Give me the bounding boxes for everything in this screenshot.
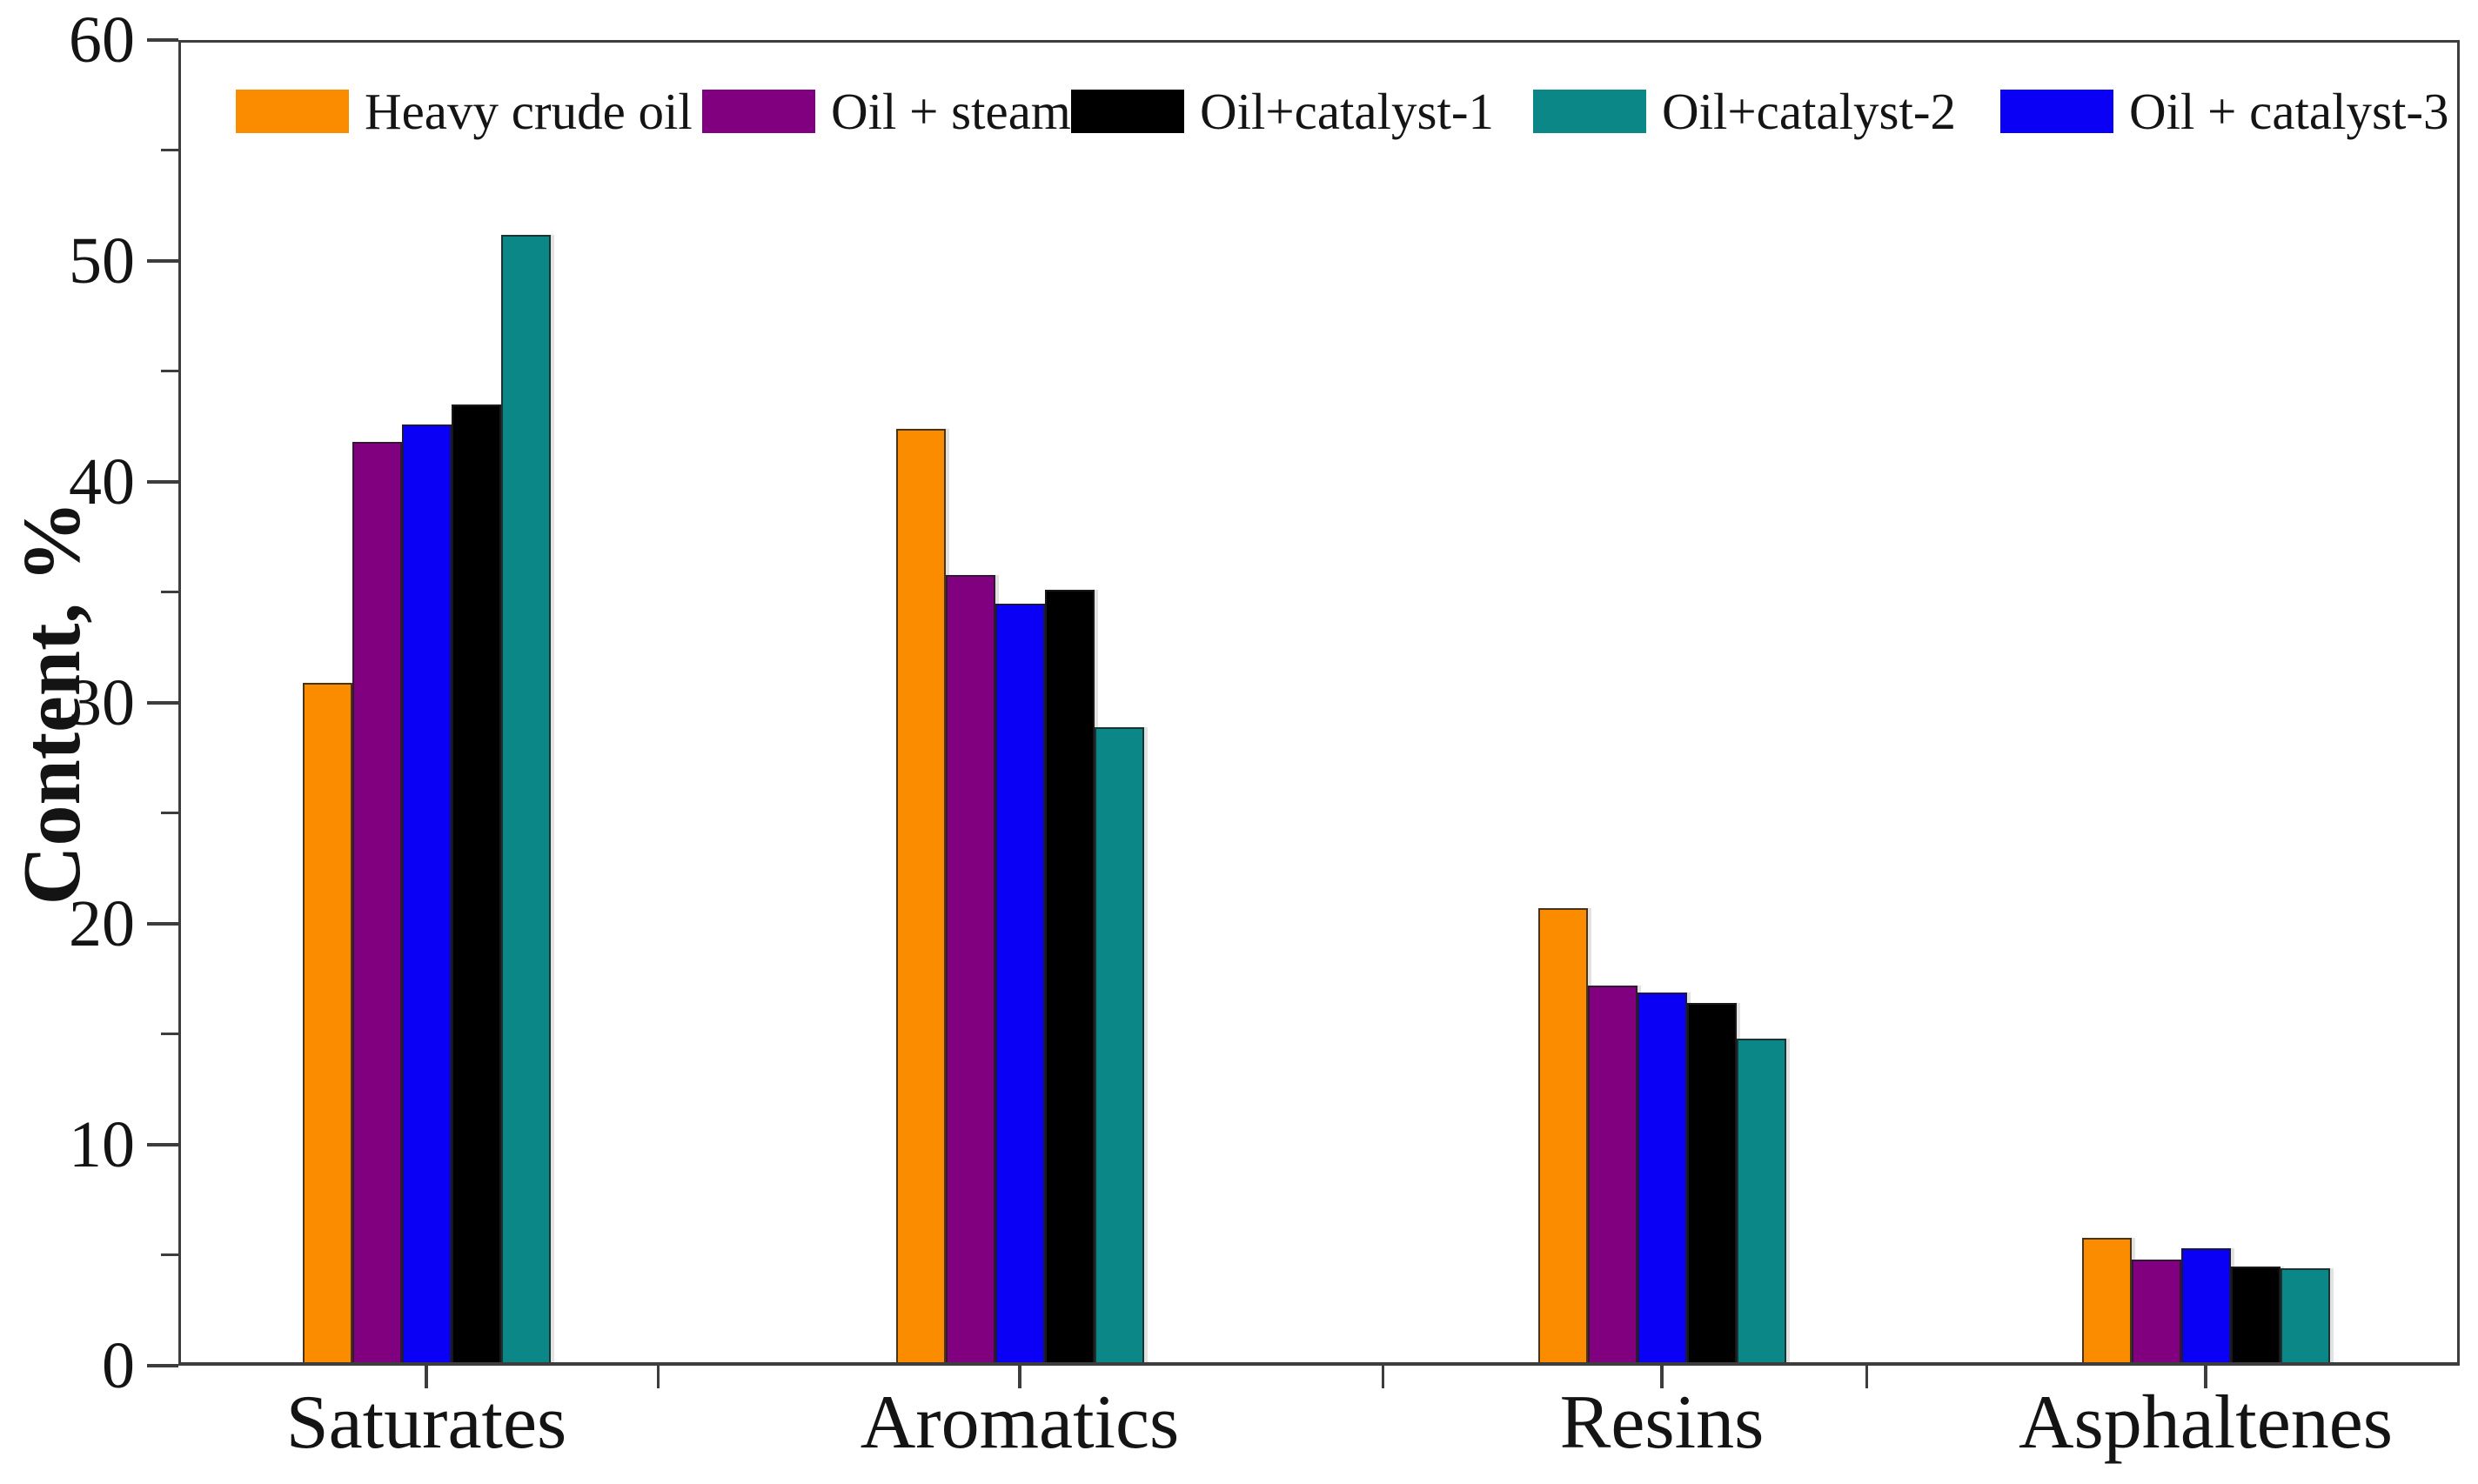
y-axis-tick-label: 0 [102,1329,135,1402]
y-axis-major-tick [147,1364,178,1367]
y-axis-title: Content, % [7,500,97,906]
bar-oil-steam-resins [1587,986,1637,1366]
bar-oil-catalyst-1-asphaltenes [2230,1266,2280,1366]
y-axis-tick-label: 20 [69,887,135,960]
category-label-saturates: Saturates [285,1380,567,1465]
bar-oil-steam-aromatics [945,574,995,1366]
legend-label-oil-catalyst-3: Oil + catalyst-3 [2129,83,2449,140]
bar-heavy-crude-oil-resins [1537,908,1588,1366]
legend-label-oil-catalyst-1: Oil+catalyst-1 [1200,83,1495,140]
legend-swatch-oil-catalyst-2 [1533,90,1646,133]
y-axis-major-tick [147,922,178,926]
bar-heavy-crude-oil-asphaltenes [2081,1237,2132,1366]
y-axis-minor-tick [161,591,178,593]
legend-label-oil-catalyst-2: Oil+catalyst-2 [1662,83,1957,140]
category-label-resins: Resins [1559,1380,1765,1465]
bar-oil-catalyst-2-resins [1736,1039,1786,1366]
y-axis-tick-label: 10 [69,1108,135,1181]
y-axis-major-tick [147,701,178,705]
y-axis-minor-tick [161,370,178,372]
bar-oil-catalyst-1-saturates [451,404,501,1366]
x-axis-major-tick [1018,1366,1021,1388]
x-axis-major-tick [1660,1366,1664,1388]
bar-oil-catalyst-3-resins [1637,992,1687,1366]
y-axis-major-tick [147,38,178,42]
legend-swatch-oil-steam [702,90,815,133]
y-axis-tick-label: 30 [69,666,135,739]
y-axis-minor-tick [161,812,178,814]
bar-oil-steam-asphaltenes [2131,1260,2181,1366]
bar-oil-catalyst-2-saturates [500,234,551,1366]
y-axis-major-tick [147,1143,178,1146]
y-axis-major-tick [147,480,178,484]
x-axis-minor-tick [1382,1366,1384,1388]
legend-label-oil-steam: Oil + steam [831,83,1071,140]
bar-oil-catalyst-2-aromatics [1094,726,1144,1366]
x-axis-major-tick [2204,1366,2207,1388]
x-axis-minor-tick [1865,1366,1868,1388]
category-label-asphaltenes: Asphaltenes [2018,1380,2394,1465]
y-axis-minor-tick [161,1033,178,1035]
y-axis-minor-tick [161,1253,178,1256]
legend-swatch-oil-catalyst-1 [1071,90,1184,133]
x-axis-major-tick [425,1366,428,1388]
bar-heavy-crude-oil-aromatics [895,429,946,1366]
bar-oil-catalyst-2-asphaltenes [2280,1268,2330,1366]
y-axis-tick-label: 40 [69,445,135,518]
y-axis-tick-label: 60 [69,3,135,77]
bar-oil-catalyst-3-asphaltenes [2180,1248,2231,1366]
bar-oil-catalyst-3-aromatics [995,603,1045,1366]
bar-oil-catalyst-1-resins [1686,1003,1737,1366]
y-axis-tick-label: 50 [69,224,135,297]
legend-swatch-heavy-crude-oil [236,90,349,133]
legend-swatch-oil-catalyst-3 [2000,90,2113,133]
x-axis-minor-tick [657,1366,660,1388]
bar-oil-catalyst-1-aromatics [1044,590,1095,1366]
bar-oil-steam-saturates [352,442,402,1366]
y-axis-major-tick [147,259,178,263]
legend-label-heavy-crude-oil: Heavy crude oil [365,83,693,140]
bar-heavy-crude-oil-saturates [302,683,352,1366]
bar-oil-catalyst-3-saturates [401,424,452,1366]
category-label-aromatics: Aromatics [860,1380,1180,1465]
y-axis-minor-tick [161,149,178,151]
